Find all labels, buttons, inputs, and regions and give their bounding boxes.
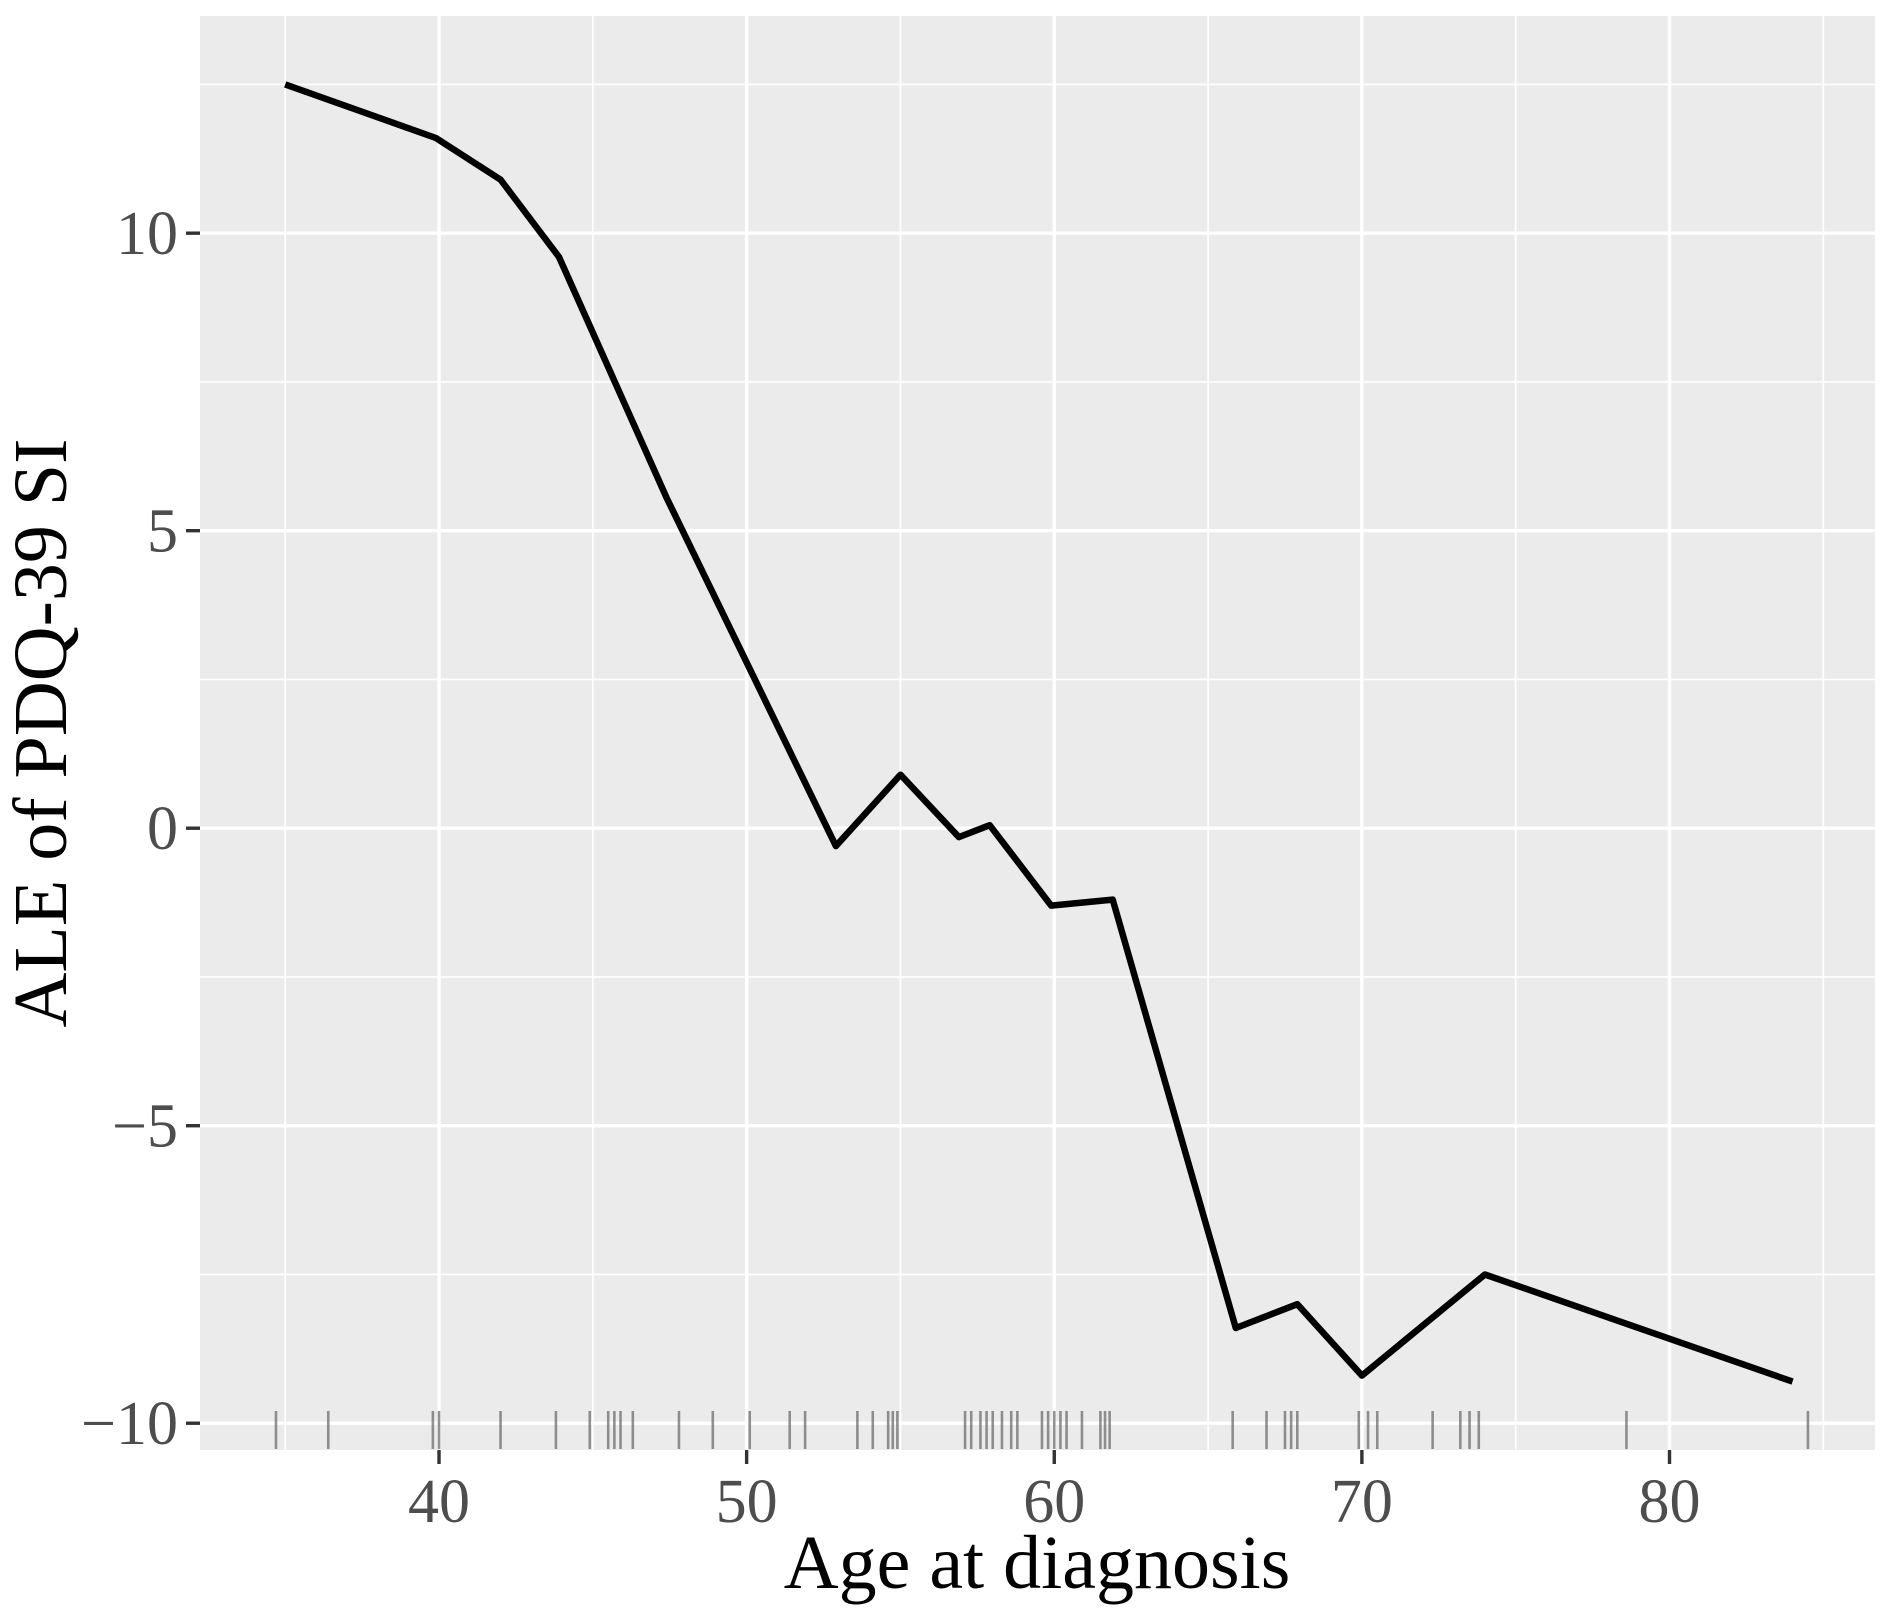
x-tick-label: 70 [1331, 1468, 1393, 1536]
x-tick-label: 40 [408, 1468, 470, 1536]
x-axis-tick-marks [437, 1450, 1672, 1464]
y-tick-label: −10 [81, 1390, 178, 1458]
y-tick-label: 10 [116, 200, 178, 268]
x-axis-tick-labels: 40 50 60 70 80 [408, 1468, 1700, 1536]
minor-gridlines [200, 16, 1875, 1450]
x-axis-title: Age at diagnosis [784, 1521, 1291, 1605]
ale-line [284, 81, 1794, 1385]
major-gridlines [200, 16, 1875, 1450]
y-tick-label: 0 [147, 795, 178, 863]
x-tick-label: 50 [716, 1468, 778, 1536]
x-tick-label: 80 [1639, 1468, 1701, 1536]
y-axis-tick-marks [186, 231, 200, 1425]
plot-panel [200, 16, 1875, 1450]
rug-marks [274, 1411, 1810, 1449]
x-tick-label: 60 [1023, 1468, 1085, 1536]
y-tick-label: −5 [112, 1093, 178, 1161]
y-axis-tick-labels: −10 −5 0 5 10 [81, 200, 178, 1458]
y-tick-label: 5 [147, 498, 178, 566]
y-axis-title: ALE of PDQ-39 SI [0, 439, 83, 1028]
